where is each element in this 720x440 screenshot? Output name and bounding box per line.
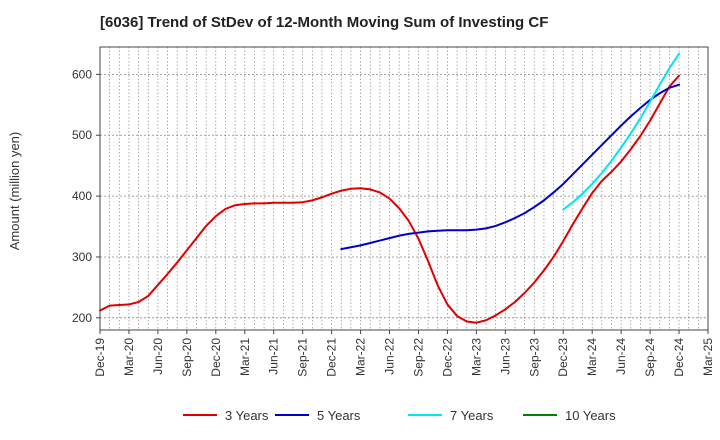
x-tick-label: Mar-23 bbox=[469, 338, 483, 376]
x-tick-label: Dec-20 bbox=[209, 338, 223, 377]
legend-item: 5 Years bbox=[275, 405, 360, 425]
grid bbox=[100, 47, 708, 330]
chart-title: [6036] Trend of StDev of 12-Month Moving… bbox=[100, 14, 549, 31]
x-tick-label: Mar-25 bbox=[701, 338, 715, 376]
x-tick-label: Dec-19 bbox=[93, 338, 107, 377]
y-tick-label: 200 bbox=[72, 311, 92, 325]
legend-item: 7 Years bbox=[408, 405, 493, 425]
x-tick-label: Mar-20 bbox=[122, 338, 136, 376]
legend-swatch bbox=[408, 414, 442, 416]
legend-swatch bbox=[183, 414, 217, 416]
series-lines bbox=[99, 52, 681, 324]
plot-frame bbox=[99, 46, 709, 331]
x-tick-label: Sep-24 bbox=[643, 338, 657, 377]
series-line-5-years bbox=[340, 83, 681, 251]
x-tick-label: Mar-24 bbox=[585, 338, 599, 376]
legend-item: 3 Years bbox=[183, 405, 268, 425]
y-axis-label: Amount (million yen) bbox=[7, 132, 22, 251]
plot-area bbox=[100, 47, 708, 330]
legend: 3 Years 5 Years 7 Years 10 Years bbox=[0, 405, 720, 425]
x-tick-label: Jun-23 bbox=[498, 338, 512, 375]
y-tick-label: 500 bbox=[72, 128, 92, 142]
x-tick-label: Mar-21 bbox=[238, 338, 252, 376]
legend-swatch bbox=[523, 414, 557, 416]
x-tick-label: Sep-20 bbox=[180, 338, 194, 377]
x-tick-label: Sep-23 bbox=[527, 338, 541, 377]
y-tick-label: 600 bbox=[72, 67, 92, 81]
series-line-3-years bbox=[99, 74, 681, 324]
x-tick-label: Jun-21 bbox=[267, 338, 281, 375]
series-line-7-years bbox=[562, 52, 681, 211]
x-tick-label: Jun-20 bbox=[151, 338, 165, 375]
x-tick-label: Jun-22 bbox=[383, 338, 397, 375]
y-tick-label: 400 bbox=[72, 189, 92, 203]
x-tick-label: Dec-22 bbox=[440, 338, 454, 377]
legend-item: 10 Years bbox=[523, 405, 616, 425]
legend-label: 5 Years bbox=[317, 407, 361, 423]
x-tick-label: Dec-21 bbox=[325, 338, 339, 377]
y-axis: 200 300 400 500 600 bbox=[72, 67, 100, 325]
x-tick-label: Sep-21 bbox=[296, 338, 310, 377]
x-tick-label: Mar-22 bbox=[354, 338, 368, 376]
x-tick-label: Dec-24 bbox=[672, 338, 686, 377]
x-tick-label: Dec-23 bbox=[556, 338, 570, 377]
legend-label: 3 Years bbox=[225, 407, 269, 423]
y-tick-label: 300 bbox=[72, 250, 92, 264]
x-axis: Dec-19 Mar-20 Jun-20 Sep-20 Dec-20 Mar-21 Jun-… bbox=[93, 330, 715, 377]
legend-swatch bbox=[275, 414, 309, 416]
x-tick-label: Jun-24 bbox=[614, 338, 628, 375]
x-tick-label: Sep-22 bbox=[411, 338, 425, 377]
legend-label: 7 Years bbox=[450, 407, 494, 423]
legend-label: 10 Years bbox=[565, 407, 616, 423]
